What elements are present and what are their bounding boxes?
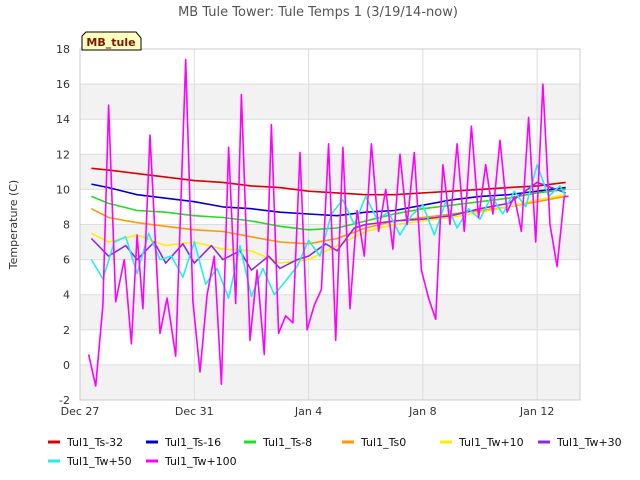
legend-label-tul1-ts-16: Tul1_Ts-16 (164, 436, 221, 449)
x-tick-labels: Dec 27 Dec 31 Jan 4 Jan 8 Jan 12 (61, 405, 555, 418)
y-tick-label: 2 (63, 324, 70, 337)
x-tick-label: Jan 8 (408, 405, 436, 418)
y-tick-label: 14 (56, 113, 70, 126)
plot-border (79, 48, 581, 401)
y-tick-label: 8 (63, 219, 70, 232)
y-tick-label: 10 (56, 183, 70, 196)
legend-label-tul1-ts0: Tul1_Ts0 (360, 436, 406, 449)
series-line-tul1-tw-100 (87, 58, 569, 387)
legend-label-tul1-tw-10: Tul1_Tw+10 (458, 436, 524, 449)
x-tick-label: Jan 4 (294, 405, 322, 418)
y-tick-label: 6 (63, 254, 70, 267)
legend: Tul1_Ts-32 Tul1_Ts-16 Tul1_Ts-8 Tul1_Ts0 Tul… (48, 436, 622, 468)
series-lines (87, 58, 569, 387)
x-tick-label: Dec 31 (175, 405, 214, 418)
y-tick-labels: -2 0 2 4 6 8 10 12 14 16 18 (56, 43, 70, 407)
station-badge: MB_tule (81, 31, 142, 51)
legend-label-tul1-tw-100: Tul1_Tw+100 (164, 455, 237, 468)
series-line-tul1-tw-30 (90, 181, 566, 271)
plot-band (80, 364, 580, 400)
series-line-tul1-ts-32 (91, 167, 566, 196)
plot-band (80, 84, 580, 120)
station-badge-box (81, 31, 142, 51)
y-axis-label: Temperature (C) (7, 180, 20, 270)
y-tick-label: 16 (56, 78, 70, 91)
plot-band (80, 294, 580, 330)
y-tick-label: 12 (56, 148, 70, 161)
plot-band (80, 224, 580, 260)
x-tick-label: Dec 27 (61, 405, 100, 418)
x-tick-label: Jan 12 (519, 405, 554, 418)
legend-label-tul1-tw-50: Tul1_Tw+50 (66, 455, 132, 468)
series-line-tul1-ts-8 (91, 188, 566, 231)
chart-title: MB Tule Tower: Tule Temps 1 (3/19/14-now… (178, 5, 458, 20)
series-line-tul1-ts-16 (91, 183, 566, 217)
legend-label-tul1-ts-8: Tul1_Ts-8 (262, 436, 312, 449)
plot-frame (79, 48, 581, 401)
legend-label-tul1-tw-30: Tul1_Tw+30 (556, 436, 622, 449)
legend-label-tul1-ts-32: Tul1_Ts-32 (66, 436, 123, 449)
y-tick-label: 4 (63, 289, 70, 302)
y-tick-label: -2 (59, 394, 70, 407)
y-tick-label: 18 (56, 43, 70, 56)
y-tick-label: 0 (63, 359, 70, 372)
station-badge-label: MB_tule (86, 36, 135, 49)
